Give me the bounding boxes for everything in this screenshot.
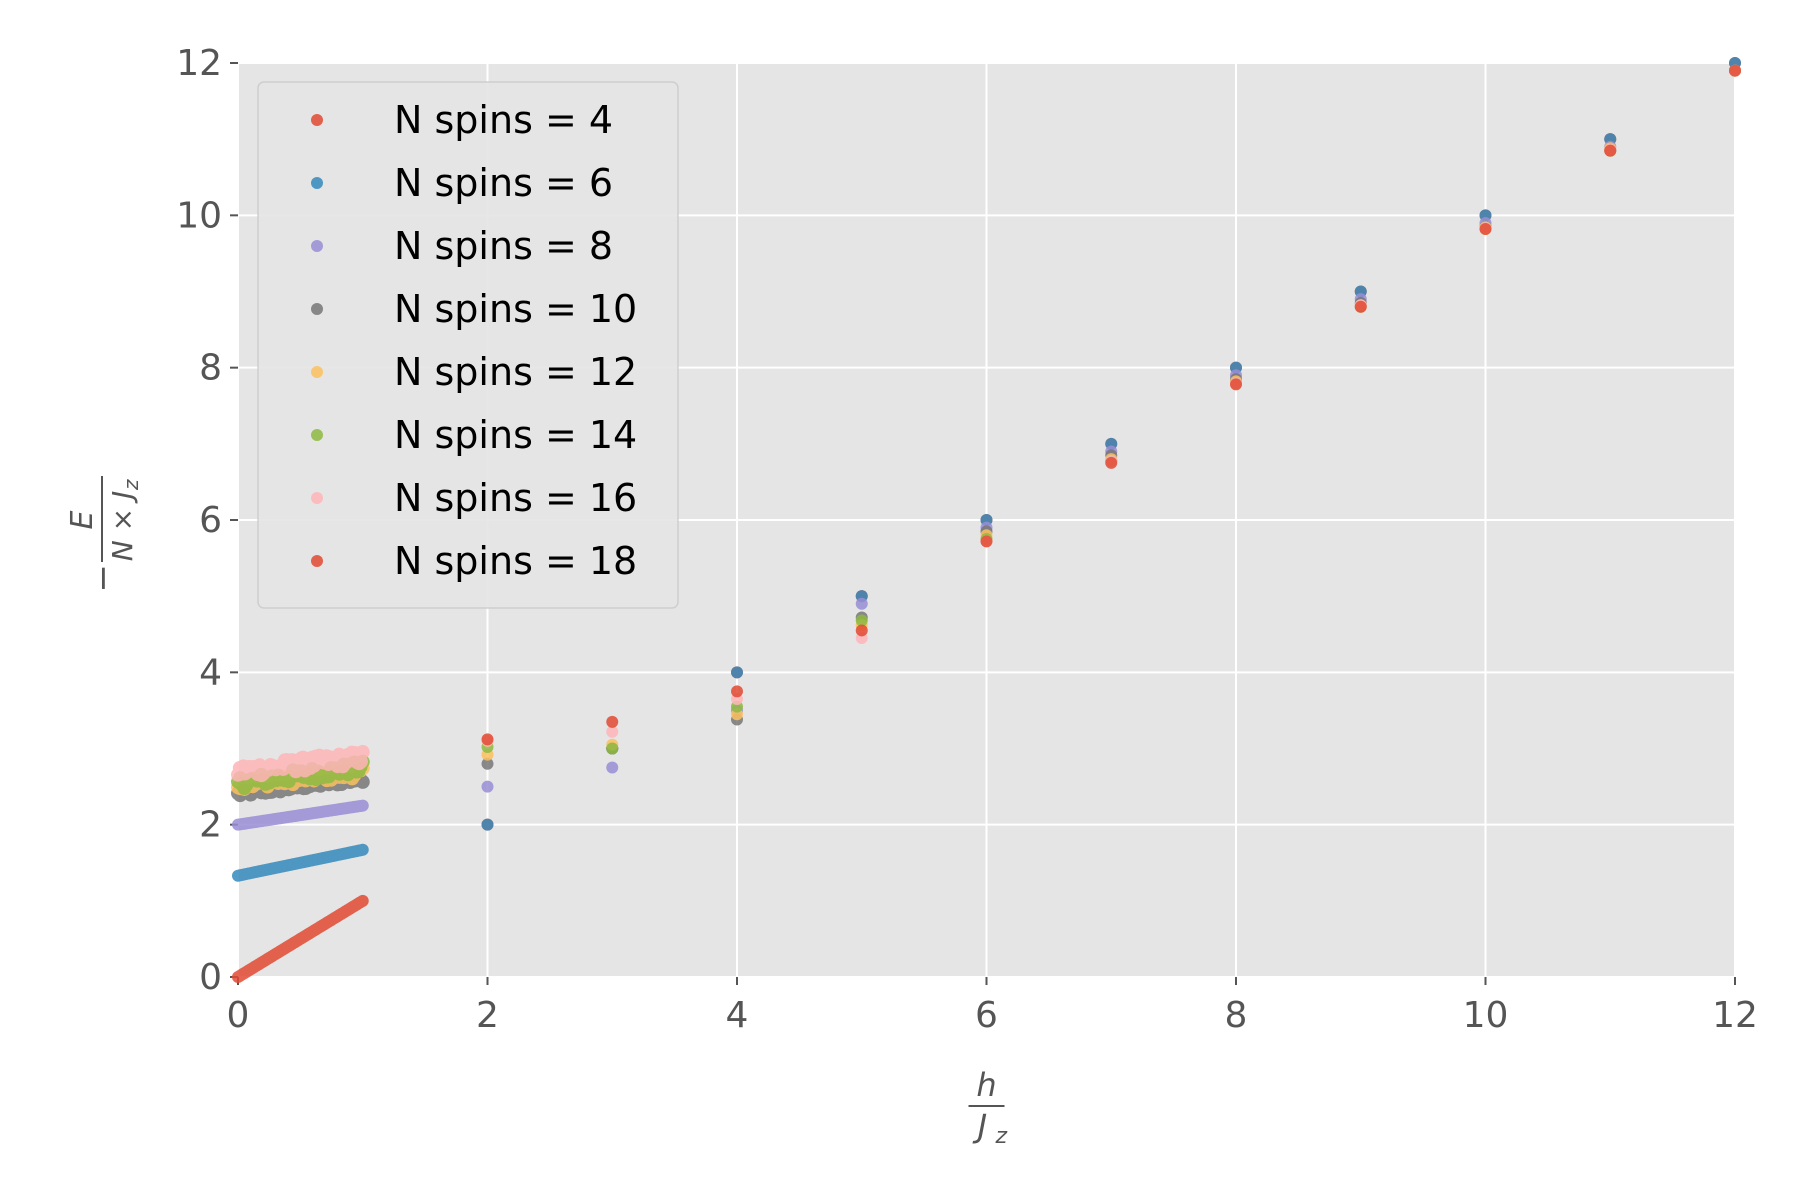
y-tick-label: 6: [199, 500, 222, 541]
legend-label: N spins = 12: [394, 350, 637, 394]
x-tick-label: 8: [1225, 995, 1248, 1036]
data-point: [355, 745, 370, 760]
x-axis-label-numerator: h: [976, 1066, 996, 1104]
y-tick-label: 12: [176, 43, 222, 84]
x-tick-label: 0: [227, 995, 250, 1036]
legend-marker: [311, 492, 323, 504]
legend-marker: [311, 366, 323, 378]
legend-label: N spins = 14: [394, 413, 637, 457]
legend-label: N spins = 16: [394, 476, 637, 520]
y-tick-label: 4: [199, 652, 222, 693]
y-tick-label: 0: [199, 957, 222, 998]
y-tick-label: 2: [199, 805, 222, 846]
data-point: [481, 780, 494, 793]
data-point: [1729, 64, 1741, 77]
y-tick-label: 10: [176, 195, 222, 236]
series-8: [481, 64, 1741, 746]
data-point: [356, 799, 369, 812]
x-axis-label-subscript: z: [995, 1124, 1008, 1149]
legend-label: N spins = 6: [394, 161, 613, 205]
data-point: [481, 757, 494, 770]
y-axis-label-denominator: N × J: [106, 491, 139, 561]
x-tick-label: 2: [476, 995, 499, 1036]
data-point: [606, 761, 619, 774]
axis-ticks: 0 2 4 6 8 10 12 0 2 4 6 8 10 12: [176, 43, 1758, 1036]
legend-label: N spins = 18: [394, 539, 637, 583]
x-tick-label: 4: [726, 995, 749, 1036]
y-axis-label-subscript: z: [119, 479, 143, 491]
data-point: [1354, 300, 1367, 313]
y-axis-label-prefix: −: [83, 564, 123, 593]
x-tick-label: 6: [975, 995, 998, 1036]
x-tick-label: 10: [1463, 995, 1509, 1036]
legend-label: N spins = 8: [394, 224, 613, 268]
legend-label: N spins = 10: [394, 287, 637, 331]
data-points: [231, 57, 1741, 983]
data-point: [855, 614, 868, 627]
legend-marker: [311, 114, 323, 126]
data-point: [481, 733, 494, 746]
data-point: [1105, 456, 1118, 469]
data-point: [1604, 144, 1617, 157]
legend-marker: [311, 303, 323, 315]
legend-label: N spins = 4: [394, 98, 613, 142]
legend-box: [257, 81, 679, 609]
legend-marker: [311, 429, 323, 441]
data-point: [356, 843, 369, 856]
data-point: [855, 597, 868, 610]
data-point: [1230, 378, 1242, 391]
y-axis-label-numerator: E: [65, 510, 100, 529]
legend: N spins = 4 N spins = 6 N spins = 8 N spins…: [257, 81, 679, 609]
legend-marker: [311, 555, 323, 567]
data-point: [1479, 223, 1492, 236]
y-axis-label: − E N × Jz: [65, 476, 143, 593]
data-point: [481, 818, 494, 831]
data-point: [731, 666, 743, 679]
y-tick-label: 8: [199, 348, 222, 389]
x-tick-label: 12: [1712, 995, 1758, 1036]
data-point: [606, 725, 619, 738]
legend-marker: [311, 240, 323, 252]
data-point: [356, 894, 369, 907]
axis-labels: hJ z−E N × Jz: [65, 476, 1008, 1149]
data-point: [606, 715, 619, 728]
x-axis-label-denominator: J: [972, 1107, 987, 1145]
data-point: [731, 685, 743, 698]
data-point: [855, 624, 868, 637]
legend-marker: [311, 177, 323, 189]
data-point: [980, 535, 993, 548]
data-point: [606, 742, 619, 755]
